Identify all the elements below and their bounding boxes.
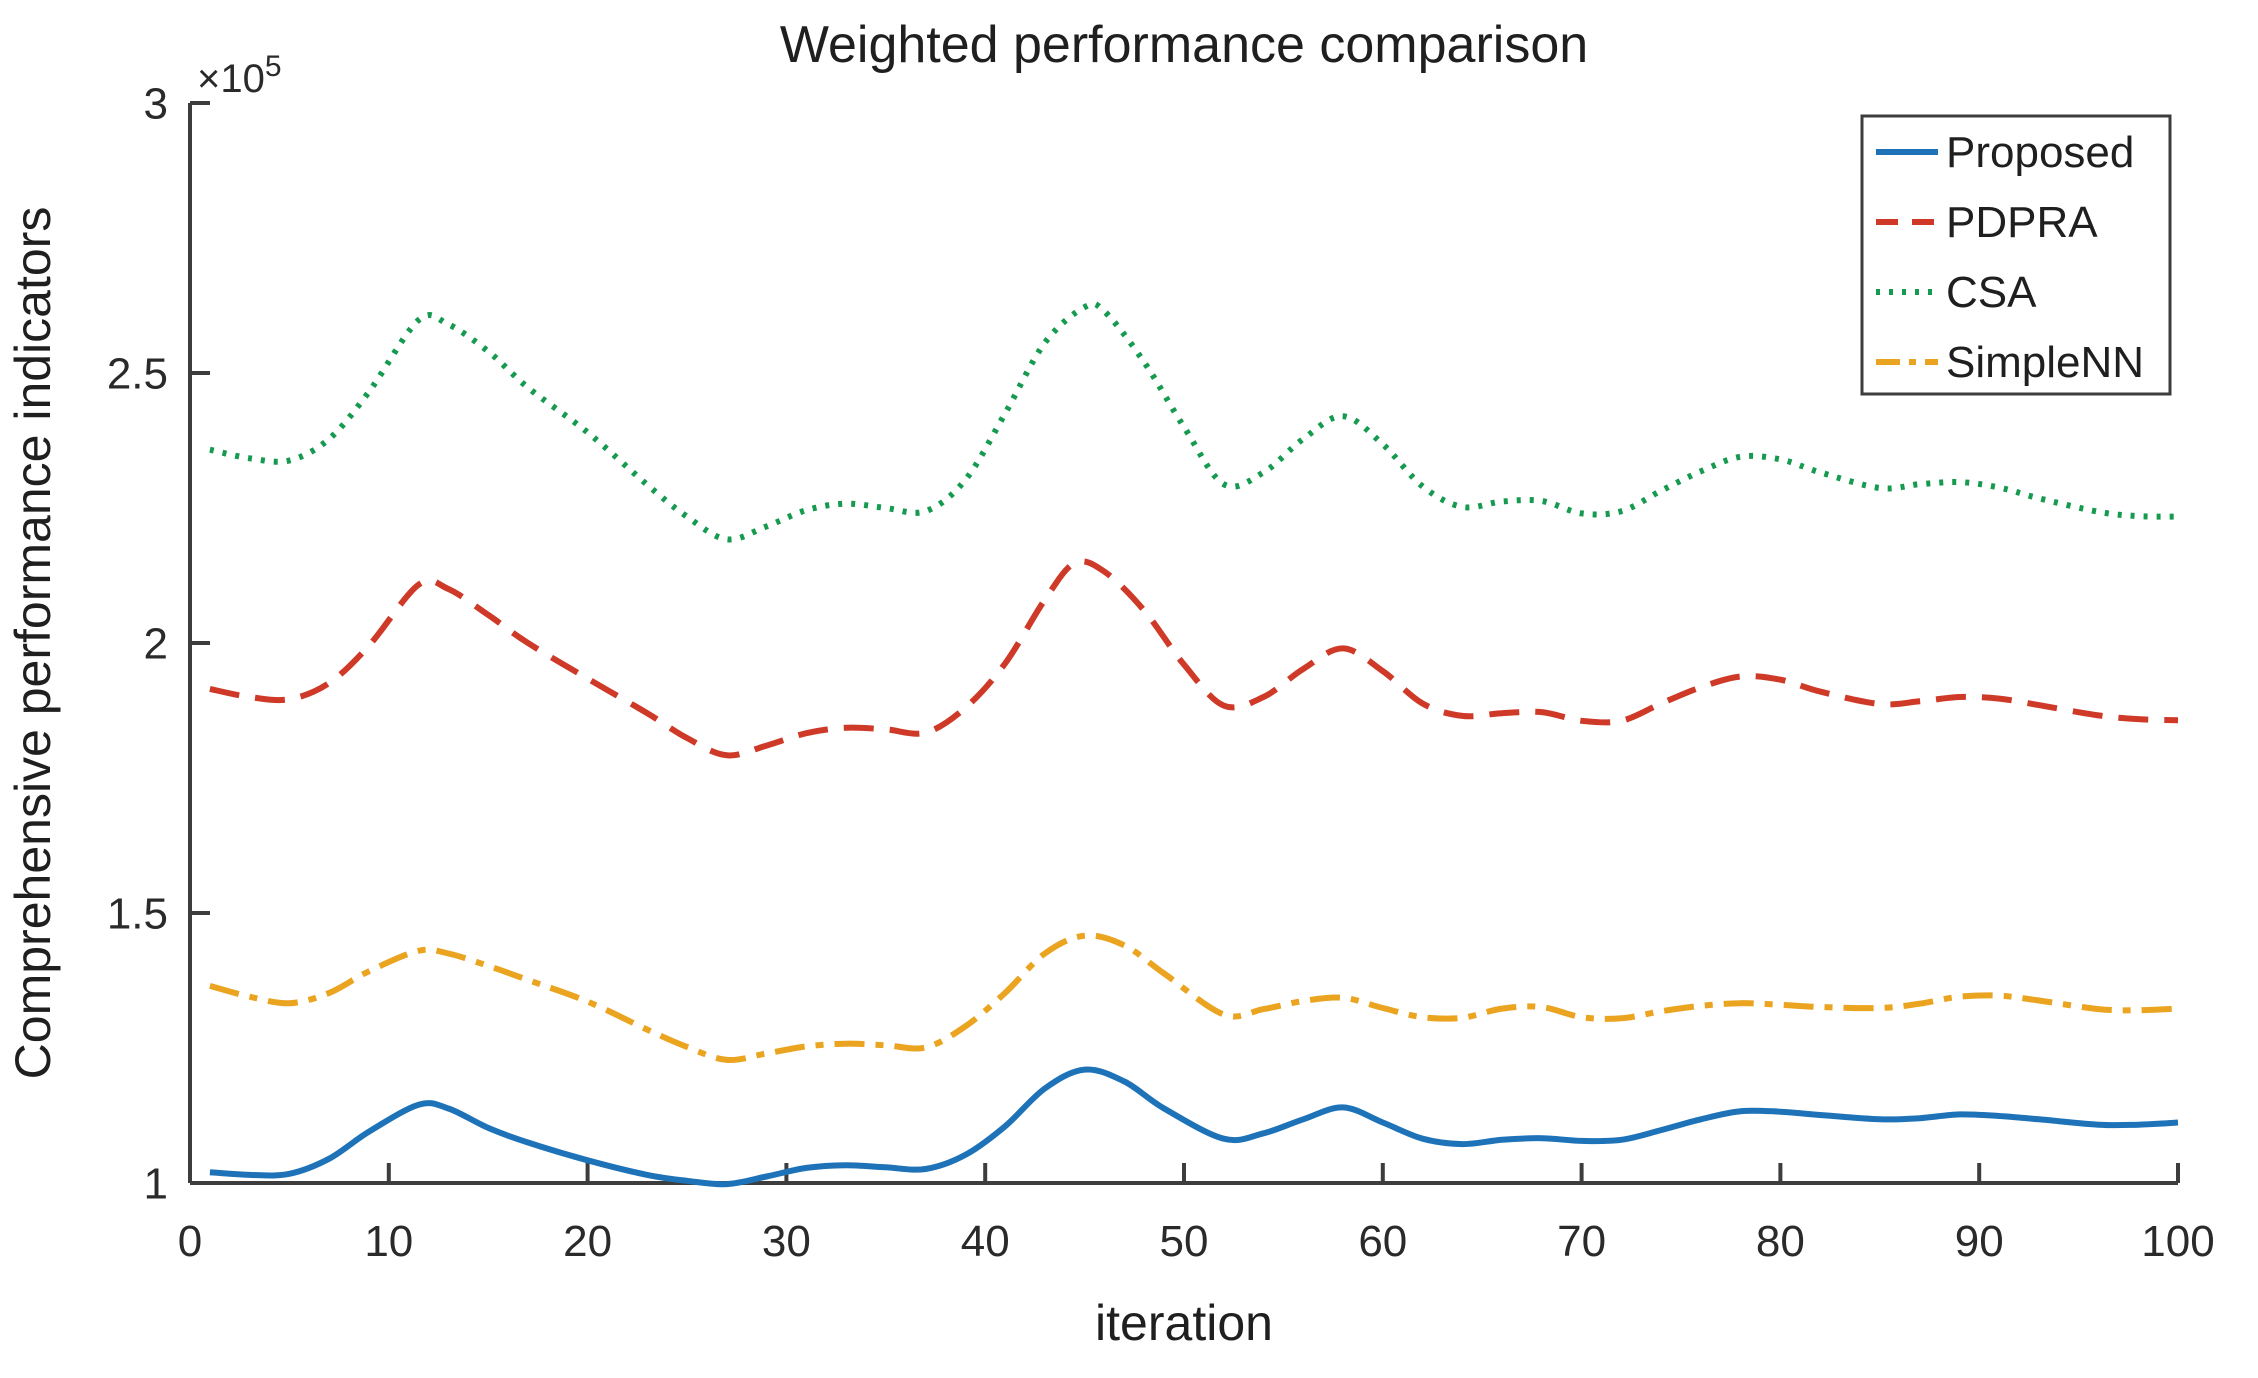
x-tick-label: 60 — [1358, 1217, 1407, 1266]
x-tick-label: 0 — [178, 1217, 202, 1266]
legend-label-simplenn: SimpleNN — [1946, 338, 2144, 387]
x-tick-label: 10 — [364, 1217, 413, 1266]
x-tick-label: 20 — [563, 1217, 612, 1266]
legend-item-proposed: Proposed — [1876, 128, 2134, 177]
y-tick-label: 2.5 — [107, 349, 168, 398]
legend-label-pdpra: PDPRA — [1946, 198, 2098, 247]
x-tick-label: 80 — [1756, 1217, 1805, 1266]
y-axis-label: Comprehensive performance indicators — [5, 207, 61, 1080]
exponent-base: ×10 — [197, 57, 265, 101]
x-tick-label: 100 — [2141, 1217, 2214, 1266]
exponent-power: 5 — [265, 50, 282, 83]
y-tick-label: 1 — [144, 1159, 168, 1208]
y-tick-label: 3 — [144, 79, 168, 128]
x-axis-label: iteration — [1095, 1295, 1273, 1351]
legend-item-simplenn: SimpleNN — [1876, 338, 2144, 387]
legend: Proposed PDPRA CSA SimpleNN — [1860, 114, 2172, 396]
legend-item-pdpra: PDPRA — [1876, 198, 2098, 247]
y-tick-label: 1.5 — [107, 889, 168, 938]
plot-series — [209, 300, 2179, 1188]
y-tick-label: 2 — [144, 619, 168, 668]
chart-title: Weighted performance comparison — [780, 16, 1588, 74]
x-tick-label: 70 — [1557, 1217, 1606, 1266]
legend-label-csa: CSA — [1946, 268, 2037, 317]
legend-item-csa: CSA — [1876, 268, 2037, 317]
legend-box — [1860, 114, 2172, 396]
x-tick-label: 50 — [1160, 1217, 1209, 1266]
x-tick-label: 40 — [961, 1217, 1010, 1266]
axes: 0 10 20 30 40 50 60 70 80 90 100 1 1.5 2 2.5 3 — [107, 79, 2215, 1266]
series-pdpra-line — [209, 558, 2179, 759]
legend-label-proposed: Proposed — [1946, 128, 2134, 177]
series-proposed-line — [209, 1066, 2179, 1188]
x-tick-label: 30 — [762, 1217, 811, 1266]
x-tick-label: 90 — [1955, 1217, 2004, 1266]
y-axis-exponent: ×105 — [197, 50, 282, 101]
